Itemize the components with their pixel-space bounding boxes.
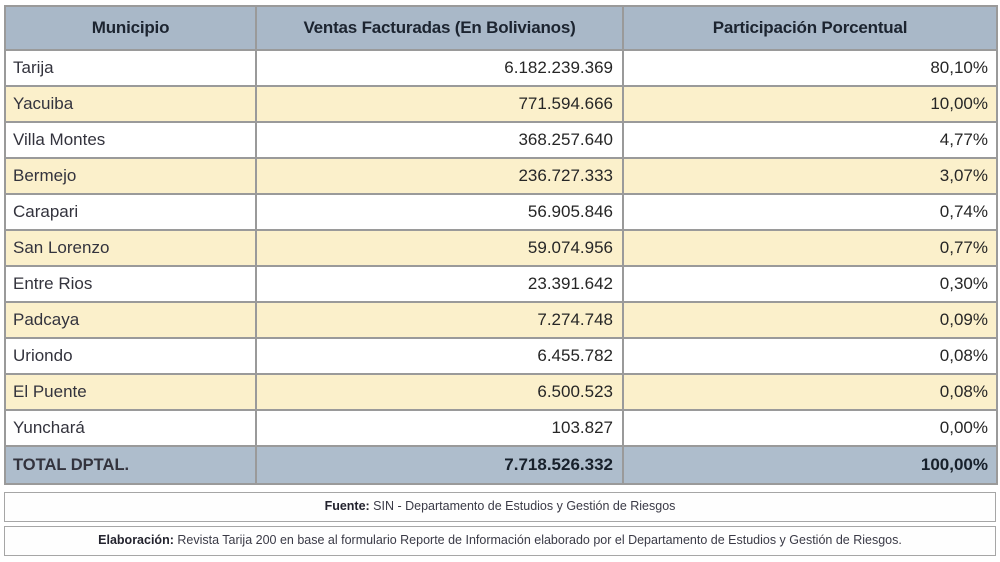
participacion-cell: 10,00% [622, 85, 998, 123]
ventas-cell: 6.500.523 [255, 373, 624, 411]
ventas-cell: 236.727.333 [255, 157, 624, 195]
elaboration-label: Elaboración: [98, 533, 174, 547]
ventas-cell: 6.455.782 [255, 337, 624, 375]
elaboration-note: Elaboración: Revista Tarija 200 en base … [4, 526, 996, 556]
table-row: Uriondo 6.455.782 0,08% [4, 337, 998, 375]
municipio-cell: Bermejo [4, 157, 257, 195]
ventas-cell: 6.182.239.369 [255, 49, 624, 87]
participacion-cell: 4,77% [622, 121, 998, 159]
participacion-cell: 0,00% [622, 409, 998, 447]
table-row: Villa Montes 368.257.640 4,77% [4, 121, 998, 159]
ventas-cell: 103.827 [255, 409, 624, 447]
municipal-sales-table: Municipio Ventas Facturadas (En Bolivian… [4, 5, 998, 485]
municipio-cell: El Puente [4, 373, 257, 411]
municipio-cell: Carapari [4, 193, 257, 231]
ventas-cell: 59.074.956 [255, 229, 624, 267]
table-row: Yacuiba 771.594.666 10,00% [4, 85, 998, 123]
ventas-cell: 56.905.846 [255, 193, 624, 231]
source-note: Fuente: SIN - Departamento de Estudios y… [4, 492, 996, 522]
table-row: Bermejo 236.727.333 3,07% [4, 157, 998, 195]
table-row: Carapari 56.905.846 0,74% [4, 193, 998, 231]
total-label: TOTAL DPTAL. [4, 445, 257, 485]
ventas-cell: 368.257.640 [255, 121, 624, 159]
table-body: Tarija 6.182.239.369 80,10% Yacuiba 771.… [4, 49, 998, 447]
participacion-cell: 0,08% [622, 373, 998, 411]
ventas-cell: 7.274.748 [255, 301, 624, 339]
participacion-cell: 0,08% [622, 337, 998, 375]
participacion-cell: 0,74% [622, 193, 998, 231]
table-row: Entre Rios 23.391.642 0,30% [4, 265, 998, 303]
column-header-ventas: Ventas Facturadas (En Bolivianos) [255, 5, 624, 51]
municipio-cell: Entre Rios [4, 265, 257, 303]
ventas-cell: 771.594.666 [255, 85, 624, 123]
column-header-municipio: Municipio [4, 5, 257, 51]
municipio-cell: Yunchará [4, 409, 257, 447]
ventas-cell: 23.391.642 [255, 265, 624, 303]
participacion-cell: 0,30% [622, 265, 998, 303]
total-ventas: 7.718.526.332 [255, 445, 624, 485]
elaboration-text: Revista Tarija 200 en base al formulario… [173, 533, 902, 547]
municipio-cell: Yacuiba [4, 85, 257, 123]
table-row: Tarija 6.182.239.369 80,10% [4, 49, 998, 87]
municipio-cell: Tarija [4, 49, 257, 87]
table-row: El Puente 6.500.523 0,08% [4, 373, 998, 411]
municipio-cell: San Lorenzo [4, 229, 257, 267]
participacion-cell: 80,10% [622, 49, 998, 87]
table-row: San Lorenzo 59.074.956 0,77% [4, 229, 998, 267]
municipio-cell: Villa Montes [4, 121, 257, 159]
municipio-cell: Uriondo [4, 337, 257, 375]
source-label: Fuente: [324, 499, 370, 513]
source-text: SIN - Departamento de Estudios y Gestión… [369, 499, 676, 513]
table-row: Padcaya 7.274.748 0,09% [4, 301, 998, 339]
column-header-participacion: Participación Porcentual [622, 5, 998, 51]
table-row: Yunchará 103.827 0,00% [4, 409, 998, 447]
total-participacion: 100,00% [622, 445, 998, 485]
municipio-cell: Padcaya [4, 301, 257, 339]
participacion-cell: 3,07% [622, 157, 998, 195]
table-total-row: TOTAL DPTAL. 7.718.526.332 100,00% [4, 445, 998, 485]
participacion-cell: 0,77% [622, 229, 998, 267]
participacion-cell: 0,09% [622, 301, 998, 339]
table-header: Municipio Ventas Facturadas (En Bolivian… [4, 5, 998, 51]
